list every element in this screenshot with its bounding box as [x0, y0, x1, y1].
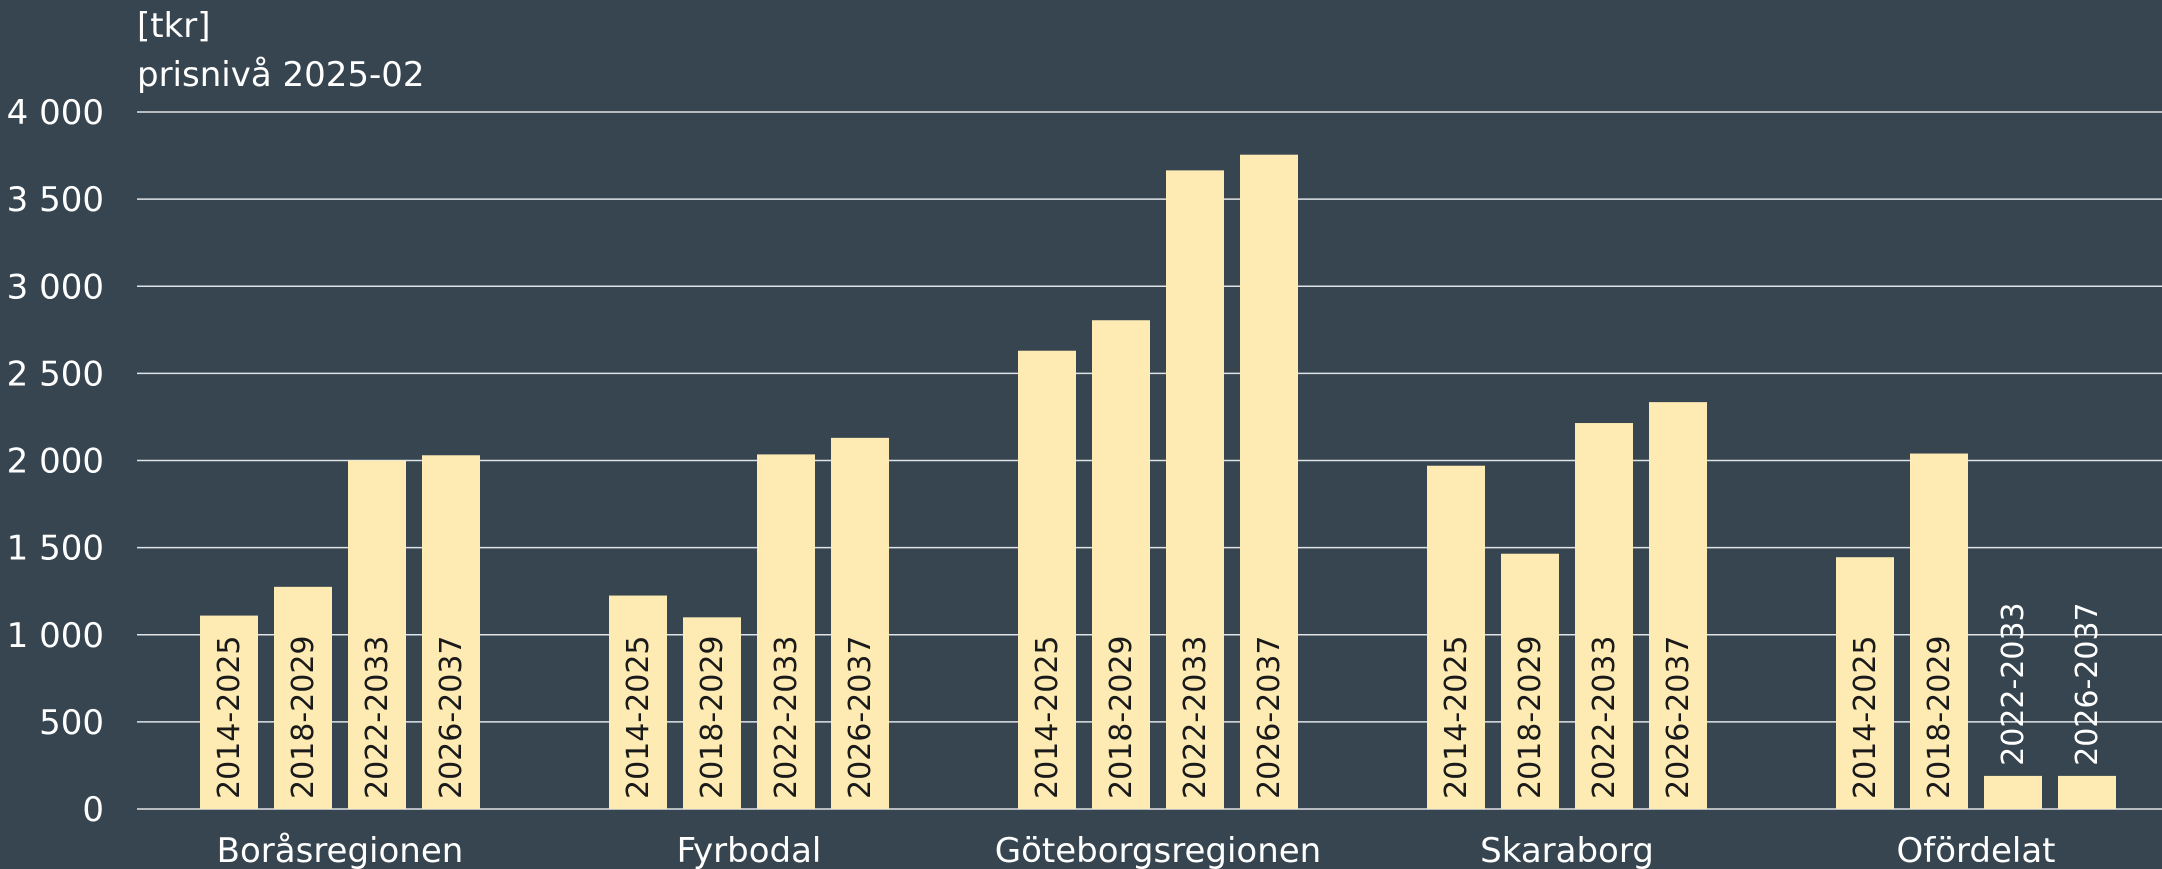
bar	[1092, 320, 1150, 809]
x-axis: Boråsregionen Fyrbodal Göteborgsregionen Sk…	[217, 831, 2056, 869]
x-category-label: Boråsregionen	[217, 831, 464, 869]
bar-period-label: 2022-2033	[1178, 635, 1213, 799]
bar-period-label: 2018-2029	[286, 635, 321, 799]
bar-period-label: 2026-2037	[434, 635, 469, 799]
bar	[1240, 154, 1298, 809]
bar	[1836, 557, 1894, 809]
bar-period-label: 2026-2037	[2070, 602, 2105, 766]
bar	[1649, 402, 1707, 809]
bar	[683, 617, 741, 809]
bar	[274, 586, 332, 809]
bar-period-label: 2018-2029	[1922, 635, 1957, 799]
bar	[1910, 453, 1968, 809]
x-category-label: Skaraborg	[1480, 831, 1654, 869]
y-tick-label: 3 000	[7, 267, 104, 307]
bar-period-label: 2022-2033	[360, 635, 395, 799]
bar	[422, 455, 480, 809]
bar	[609, 595, 667, 809]
bar-period-label: 2022-2033	[769, 635, 804, 799]
bar-period-label: 2018-2029	[1104, 635, 1139, 799]
y-tick-label: 3 500	[7, 180, 104, 220]
y-tick-label: 1 000	[7, 616, 104, 656]
bar	[1018, 350, 1076, 809]
bar-period-label: 2014-2025	[1848, 635, 1883, 799]
y-tick-label: 0	[82, 790, 104, 830]
y-tick-label: 2 000	[7, 442, 104, 482]
y-tick-label: 500	[39, 703, 104, 743]
y-tick-label: 1 500	[7, 529, 104, 569]
bar	[2058, 775, 2116, 809]
bar	[1984, 775, 2042, 809]
bar-period-label: 2014-2025	[1439, 635, 1474, 799]
bar	[757, 454, 815, 809]
bar	[831, 437, 889, 809]
bar-period-label: 2014-2025	[621, 635, 656, 799]
y-unit-label: [tkr]	[137, 6, 211, 46]
bar	[348, 460, 406, 809]
bar-period-label: 2014-2025	[1030, 635, 1065, 799]
bar-period-label: 2026-2037	[843, 635, 878, 799]
y-tick-label: 2 500	[7, 354, 104, 394]
bar-period-label: 2022-2033	[1587, 635, 1622, 799]
y-tick-label: 4 000	[7, 93, 104, 133]
y-axis: 0 500 1 000 1 500 2 000 2 500 3 000 3 500 4 000	[7, 93, 104, 830]
bars: 2014-2025 2018-2029 2022-2033 2026-2037 2014…	[200, 154, 2116, 809]
x-category-label: Göteborgsregionen	[995, 831, 1321, 869]
x-category-label: Ofördelat	[1896, 831, 2055, 869]
bar-period-label: 2026-2037	[1661, 635, 1696, 799]
bar	[200, 615, 258, 809]
bar-period-label: 2022-2033	[1996, 602, 2031, 766]
bar	[1427, 465, 1485, 809]
bar-period-label: 2014-2025	[212, 635, 247, 799]
bar-period-label: 2018-2029	[1513, 635, 1548, 799]
chart-subtitle: prisnivå 2025-02	[137, 55, 425, 95]
bar	[1501, 553, 1559, 809]
bar-period-label: 2018-2029	[695, 635, 730, 799]
bar	[1575, 423, 1633, 809]
bar	[1166, 170, 1224, 809]
x-category-label: Fyrbodal	[677, 831, 822, 869]
bar-period-label: 2026-2037	[1252, 635, 1287, 799]
